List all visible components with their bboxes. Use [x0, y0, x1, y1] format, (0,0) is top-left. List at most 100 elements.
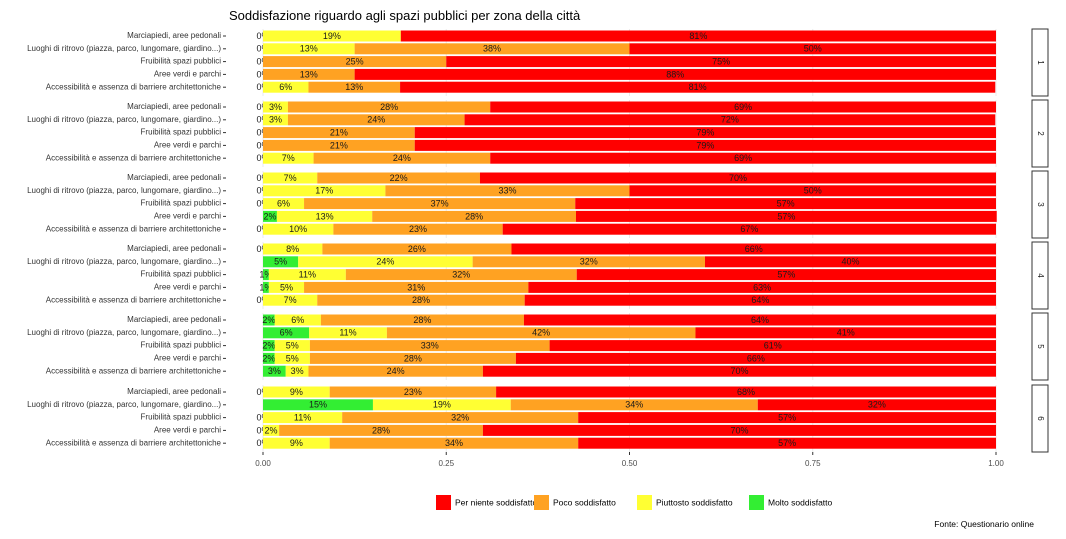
- bar-segment: [333, 223, 503, 235]
- data-label: 9%: [290, 387, 303, 397]
- data-label: 1%: [259, 269, 272, 279]
- bar-segment: [308, 365, 483, 377]
- bar-segment: [372, 210, 576, 222]
- bar-segment: [414, 139, 997, 151]
- bar-segment: [578, 437, 996, 449]
- data-label: 28%: [372, 425, 390, 435]
- bar-segment: [274, 314, 321, 326]
- bar-segment: [308, 81, 401, 93]
- category-label: Fruibilità spazi pubblici: [141, 341, 222, 350]
- category-label: Luoghi di ritrovo (piazza, parco, lungom…: [27, 186, 221, 195]
- bar-segment: [385, 185, 630, 197]
- bar-segment: [464, 114, 996, 126]
- data-label: 61%: [764, 340, 782, 350]
- data-label: 5%: [274, 257, 287, 267]
- category-label: Accessibilità e assenza di barriere arch…: [46, 295, 222, 304]
- facet-strip-label: 2: [1036, 131, 1045, 136]
- bar-segment: [263, 56, 447, 68]
- category-label: Marciapiedi, aree pedonali: [127, 387, 221, 396]
- bar-segment: [263, 139, 415, 151]
- x-tick-label: 0.25: [438, 459, 454, 468]
- data-label: 9%: [290, 438, 303, 448]
- legend-key: [436, 495, 451, 510]
- category-label: Marciapiedi, aree pedonali: [127, 173, 221, 182]
- bar-segment: [549, 340, 996, 352]
- bar-segment: [263, 269, 269, 281]
- bar-segment: [479, 172, 996, 184]
- data-label: 13%: [345, 82, 363, 92]
- bar-segment: [263, 399, 373, 411]
- data-label: 19%: [433, 400, 451, 410]
- x-tick-label: 0.75: [805, 459, 821, 468]
- data-label: 34%: [625, 400, 643, 410]
- bar-segment: [576, 269, 996, 281]
- bar-segment: [482, 424, 996, 436]
- bar-segment: [298, 256, 473, 268]
- bar-segment: [285, 365, 309, 377]
- data-label: 63%: [753, 282, 771, 292]
- bar-segment: [510, 399, 758, 411]
- facet-strip: [1031, 28, 1049, 97]
- data-label: 79%: [696, 127, 714, 137]
- bar-segment: [372, 399, 511, 411]
- bar-segment: [695, 327, 996, 339]
- bar-segment: [304, 198, 576, 210]
- data-label: 21%: [330, 140, 348, 150]
- category-label: Luoghi di ritrovo (piazza, parco, lungom…: [27, 115, 221, 124]
- bar-segment: [263, 437, 330, 449]
- legend-key: [637, 495, 652, 510]
- data-label: 66%: [745, 244, 763, 254]
- data-label: 6%: [277, 198, 290, 208]
- category-label: Luoghi di ritrovo (piazza, parco, lungom…: [27, 44, 221, 53]
- bar-segment: [263, 352, 275, 364]
- data-label: 28%: [380, 102, 398, 112]
- bar-segment: [386, 327, 696, 339]
- data-label: 70%: [730, 366, 748, 376]
- bar-segment: [263, 314, 275, 326]
- data-label: 69%: [734, 102, 752, 112]
- data-label: 17%: [315, 186, 333, 196]
- data-label: 66%: [747, 353, 765, 363]
- data-label: 68%: [737, 387, 755, 397]
- facet-strip: [1031, 384, 1049, 453]
- category-label: Fruibilità spazi pubblici: [141, 199, 222, 208]
- facet-strip: [1031, 312, 1049, 381]
- bar-segment: [575, 210, 997, 222]
- bar-segment: [263, 152, 314, 164]
- data-label: 24%: [367, 115, 385, 125]
- bar-segment: [263, 424, 280, 436]
- bar-segment: [629, 43, 996, 55]
- data-label: 50%: [804, 186, 822, 196]
- bar-segment: [263, 412, 343, 424]
- bar-segment: [263, 198, 305, 210]
- data-label: 57%: [777, 198, 795, 208]
- data-label: 28%: [413, 315, 431, 325]
- bar-segment: [446, 56, 996, 68]
- data-label: 28%: [465, 211, 483, 221]
- bar-segment: [263, 81, 309, 93]
- data-label: 57%: [778, 438, 796, 448]
- data-label: 11%: [339, 328, 356, 338]
- data-label: 3%: [291, 366, 304, 376]
- data-label: 5%: [286, 340, 299, 350]
- category-label: Fruibilità spazi pubblici: [141, 270, 222, 279]
- bar-segment: [511, 243, 996, 255]
- data-label: 7%: [282, 153, 295, 163]
- data-label: 34%: [445, 438, 463, 448]
- source-caption: Fonte: Questionario online: [934, 519, 1034, 529]
- category-label: Fruibilità spazi pubblici: [141, 128, 222, 137]
- bar-segment: [490, 152, 996, 164]
- category-label: Accessibilità e assenza di barriere arch…: [46, 366, 222, 375]
- bar-segment: [304, 281, 529, 293]
- data-label: 25%: [346, 56, 364, 66]
- bar-segment: [279, 424, 483, 436]
- data-label: 50%: [804, 44, 822, 54]
- data-label: 24%: [376, 257, 394, 267]
- bar-segment: [472, 256, 705, 268]
- data-label: 6%: [280, 328, 293, 338]
- legend-label: Per niente soddisfatto: [455, 497, 537, 507]
- data-label: 5%: [280, 282, 293, 292]
- bar-segment: [263, 223, 334, 235]
